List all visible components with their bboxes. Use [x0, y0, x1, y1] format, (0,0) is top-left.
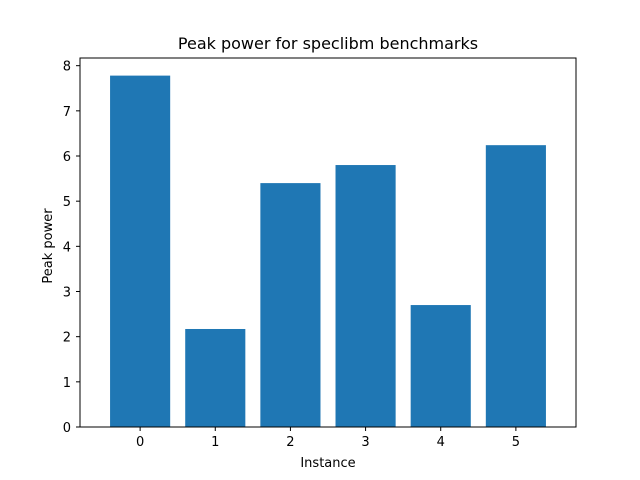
x-ticks-group: 0 1 2 3 4 5: [136, 427, 520, 450]
y-tick-label: 6: [63, 150, 71, 165]
bar-1: [185, 328, 246, 427]
y-tick-label: 3: [63, 286, 71, 301]
y-tick-label: 8: [63, 60, 71, 75]
y-tick-label: 4: [63, 240, 71, 255]
x-tick-label: 5: [512, 435, 520, 450]
y-tick-label: 2: [63, 331, 71, 346]
x-tick-label: 2: [286, 435, 294, 450]
bar-3: [335, 165, 396, 427]
chart-title: Peak power for speclibm benchmarks: [178, 34, 478, 53]
x-tick-label: 4: [437, 435, 445, 450]
bar-2: [260, 183, 321, 427]
x-tick-label: 0: [136, 435, 144, 450]
x-tick-label: 3: [361, 435, 369, 450]
y-tick-label: 0: [63, 421, 71, 436]
x-tick-label: 1: [211, 435, 219, 450]
bar-0: [110, 75, 171, 427]
bar-5: [485, 145, 546, 427]
plot-frame: [79, 57, 577, 428]
x-axis-label: Instance: [300, 456, 355, 471]
y-ticks-group: 0 1 2 3 4 5 6 7 8: [63, 60, 80, 436]
y-tick-label: 7: [63, 105, 71, 120]
y-axis-label: Peak power: [41, 208, 56, 284]
bar-4: [410, 305, 471, 427]
bars-group: [110, 75, 546, 427]
y-tick-label: 5: [63, 195, 71, 210]
y-tick-label: 1: [63, 376, 71, 391]
